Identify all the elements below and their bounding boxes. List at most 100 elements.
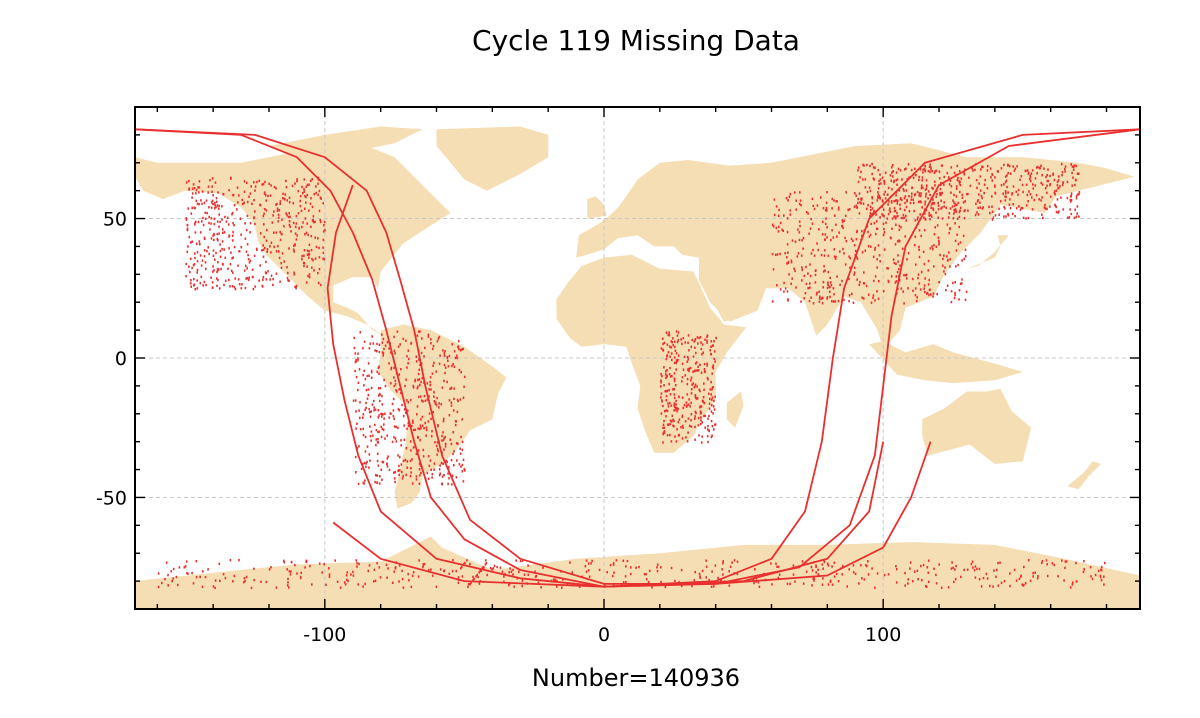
missing-point <box>699 363 701 366</box>
missing-point <box>663 431 666 434</box>
missing-point <box>1027 559 1030 562</box>
missing-point <box>461 470 464 473</box>
missing-point <box>938 170 941 173</box>
missing-point <box>891 175 894 178</box>
missing-point <box>1077 193 1079 196</box>
missing-point <box>824 238 826 241</box>
missing-point <box>896 202 899 205</box>
missing-point <box>951 205 954 208</box>
missing-point <box>242 202 244 206</box>
missing-point <box>196 271 198 274</box>
missing-point <box>521 579 524 582</box>
missing-point <box>862 297 865 300</box>
missing-point <box>478 582 481 585</box>
missing-point <box>882 233 885 237</box>
missing-point <box>305 559 308 562</box>
missing-point <box>171 579 173 583</box>
missing-point <box>815 571 817 574</box>
missing-point <box>1015 190 1018 193</box>
missing-point <box>308 250 310 253</box>
missing-point <box>904 235 906 238</box>
missing-point <box>1003 183 1005 186</box>
missing-point <box>1021 183 1024 187</box>
missing-point <box>914 287 917 290</box>
missing-point <box>462 396 465 399</box>
missing-point <box>382 337 385 341</box>
missing-point <box>907 287 909 290</box>
missing-point <box>376 350 378 353</box>
missing-point <box>585 570 588 573</box>
missing-point <box>778 208 780 212</box>
missing-point <box>398 388 400 391</box>
missing-point <box>855 204 858 207</box>
missing-point <box>1076 205 1079 208</box>
missing-point <box>276 207 279 210</box>
missing-point <box>244 286 247 290</box>
missing-point <box>874 275 877 278</box>
missing-point <box>672 388 674 391</box>
missing-point <box>1100 565 1103 569</box>
missing-point <box>1029 176 1032 179</box>
missing-point <box>683 355 686 358</box>
missing-point <box>203 201 206 205</box>
missing-point <box>1062 181 1064 184</box>
missing-point <box>895 581 898 584</box>
missing-point <box>406 409 409 412</box>
missing-point <box>364 450 367 453</box>
missing-point <box>801 239 803 242</box>
missing-point <box>667 402 669 405</box>
missing-point <box>462 347 464 351</box>
missing-point <box>390 366 393 369</box>
missing-point <box>420 471 422 475</box>
missing-point <box>571 571 574 574</box>
missing-point <box>218 225 220 228</box>
missing-point <box>924 203 926 206</box>
missing-point <box>279 200 282 203</box>
missing-point <box>926 566 929 569</box>
missing-point <box>262 214 265 218</box>
missing-point <box>689 405 691 408</box>
missing-point <box>190 241 192 244</box>
missing-point <box>212 270 214 273</box>
missing-point <box>855 230 858 234</box>
missing-point <box>930 293 932 296</box>
missing-point <box>829 295 831 299</box>
missing-point <box>681 376 684 379</box>
missing-point <box>172 577 174 580</box>
missing-point <box>706 334 709 337</box>
missing-point <box>357 357 359 360</box>
missing-point <box>1028 190 1030 193</box>
missing-point <box>662 404 664 408</box>
missing-point <box>430 468 432 471</box>
missing-point <box>905 167 907 170</box>
missing-point <box>702 351 704 354</box>
missing-point <box>946 223 949 226</box>
missing-point <box>407 362 409 365</box>
missing-point <box>946 171 949 175</box>
missing-point <box>966 568 969 571</box>
missing-point <box>959 282 962 285</box>
missing-point <box>535 575 538 578</box>
missing-point <box>359 401 361 404</box>
missing-point <box>711 570 713 573</box>
missing-point <box>687 368 690 371</box>
missing-point <box>833 255 836 258</box>
missing-point <box>892 170 894 173</box>
missing-point <box>443 379 445 383</box>
missing-point <box>1047 168 1049 171</box>
missing-point <box>635 566 637 569</box>
missing-point <box>986 187 989 190</box>
missing-point <box>666 374 668 377</box>
missing-point <box>449 438 452 441</box>
missing-point <box>241 198 244 202</box>
missing-point <box>916 569 919 572</box>
missing-point <box>917 273 920 276</box>
missing-point <box>933 202 936 205</box>
missing-point <box>949 258 951 261</box>
missing-point <box>933 244 935 247</box>
missing-point <box>711 372 713 375</box>
missing-point <box>831 207 833 210</box>
missing-point <box>824 233 827 236</box>
missing-point <box>485 559 487 562</box>
missing-point <box>186 250 189 253</box>
